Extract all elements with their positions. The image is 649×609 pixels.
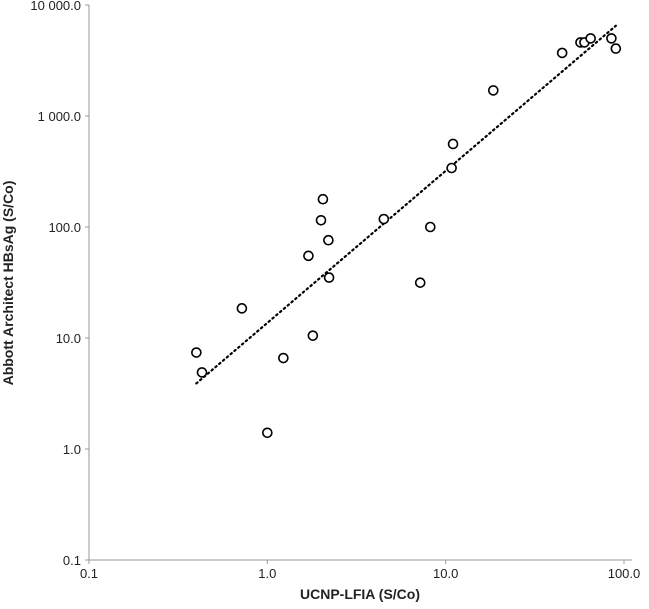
data-point	[606, 33, 617, 44]
x-tick-label: 0.1	[80, 566, 98, 581]
x-tick-label: 1.0	[258, 566, 276, 581]
data-point	[447, 138, 459, 150]
trendline	[195, 24, 617, 385]
data-point	[303, 250, 314, 262]
y-tick-label: 1.0	[63, 442, 81, 457]
data-point	[191, 347, 202, 358]
y-tick-label: 100.0	[48, 220, 81, 235]
data-point	[424, 221, 436, 233]
data-point	[323, 272, 335, 283]
y-tick-labels: 0.1 1.0 10.0 100.0 1 000.0 10 000.0	[30, 0, 89, 568]
data-point	[323, 234, 334, 246]
y-axis-title: Abbott Architect HBsAg (S/Co)	[0, 181, 16, 386]
x-tick-labels: 0.1 1.0 10.0 100.0	[80, 560, 640, 581]
data-point	[307, 330, 319, 341]
data-point	[414, 277, 426, 288]
x-tick-label: 10.0	[433, 566, 458, 581]
data-point	[278, 352, 289, 364]
y-tick-label: 10 000.0	[30, 0, 81, 13]
data-point	[196, 367, 208, 378]
data-point	[317, 193, 329, 205]
x-axis-title: UCNP-LFIA (S/Co)	[300, 586, 420, 602]
y-tick-label: 1 000.0	[38, 109, 81, 124]
data-point	[585, 33, 596, 44]
data-points	[191, 33, 622, 439]
data-point	[236, 303, 248, 314]
axes	[88, 5, 632, 561]
data-point	[378, 213, 390, 225]
data-point	[610, 43, 622, 54]
data-point	[446, 162, 457, 174]
data-point	[262, 427, 273, 439]
x-tick-label: 100.0	[608, 566, 641, 581]
y-tick-label: 0.1	[63, 553, 81, 568]
data-point	[556, 47, 568, 59]
data-point	[315, 214, 327, 226]
data-point	[488, 85, 499, 96]
y-tick-label: 10.0	[56, 331, 81, 346]
